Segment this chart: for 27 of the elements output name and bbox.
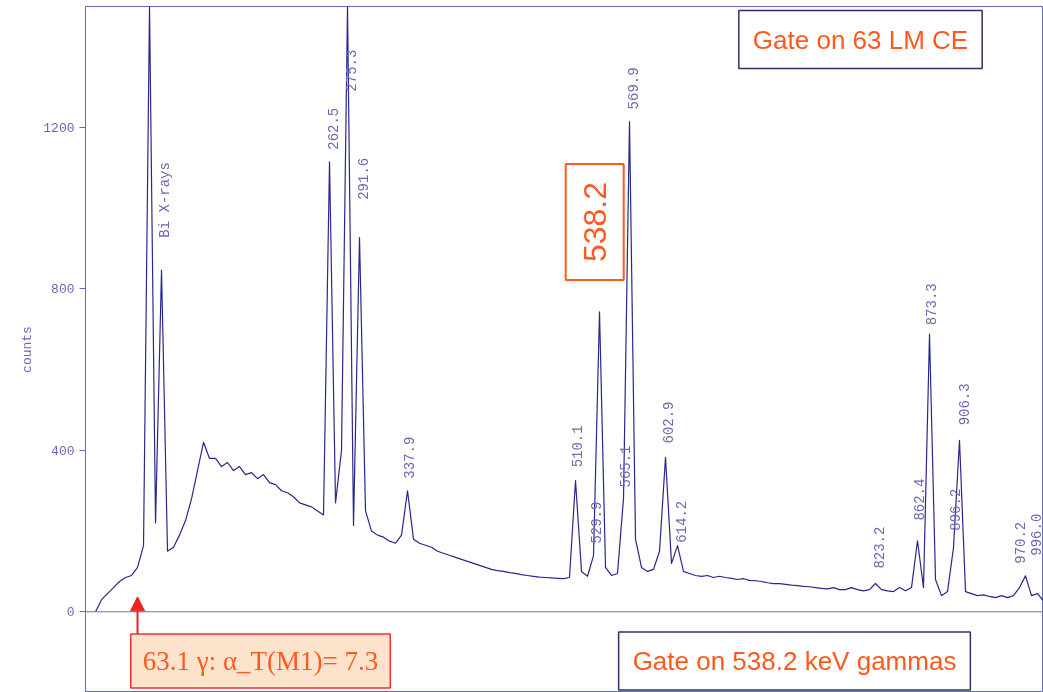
annotation: 262.5 <box>325 107 342 150</box>
annotation: 602.9 <box>660 401 677 444</box>
annotation: Bi X-rays <box>156 162 173 238</box>
annotation: 862.4 <box>912 478 929 521</box>
annotation: 538.2 <box>576 181 613 263</box>
annotation: 529.9 <box>588 501 605 544</box>
annotation: 906.3 <box>956 383 973 426</box>
annotation: 896.2 <box>948 488 965 531</box>
annotation: 569.9 <box>625 67 642 110</box>
y-tick-label: 0 <box>66 605 75 621</box>
annotation: 565.1 <box>617 445 634 488</box>
y-tick-label: 400 <box>51 443 75 459</box>
y-tick-label: 1200 <box>43 121 75 137</box>
annotation: 337.9 <box>402 436 419 479</box>
annotation: Gate on 63 LM CE <box>752 24 969 55</box>
annotation: 873.3 <box>924 283 941 326</box>
annotation: 970.2 <box>1013 521 1030 564</box>
annotation: 63.1 γ: α_T(M1)= 7.3 <box>142 646 379 677</box>
annotation: 996.0 <box>1029 513 1043 556</box>
annotation: 275.3 <box>343 49 360 92</box>
annotation: 291.6 <box>355 157 372 200</box>
annotation: 823.2 <box>871 526 888 569</box>
y-axis-title: counts <box>20 326 36 373</box>
annotation: Gate on 538.2 keV gammas <box>632 646 957 677</box>
y-tick-label: 800 <box>51 282 75 298</box>
annotation: 614.2 <box>673 500 690 543</box>
annotation: 510.1 <box>570 425 587 468</box>
